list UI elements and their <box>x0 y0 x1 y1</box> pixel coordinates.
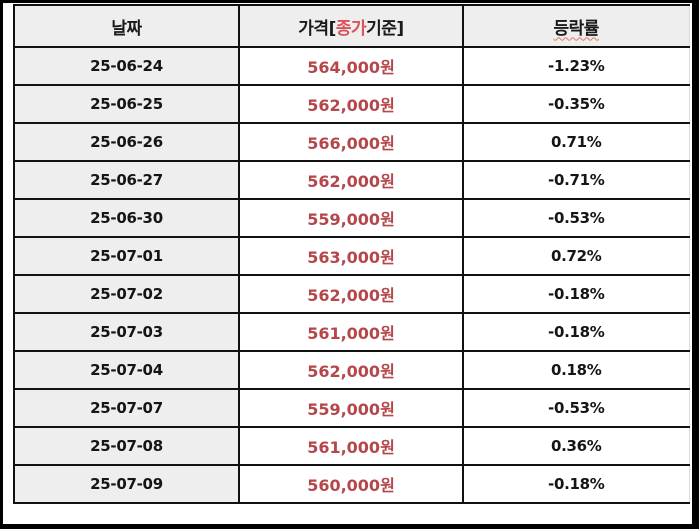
price-cell: 560,000원 <box>238 464 464 504</box>
rate-cell: 0.18% <box>462 350 690 390</box>
rate-cell: -0.53% <box>462 388 690 428</box>
price-cell: 559,000원 <box>238 198 464 238</box>
header-price-prefix: 가격[ <box>298 18 336 39</box>
rate-cell: -1.23% <box>462 46 690 86</box>
table-row: 25-07-07 559,000원 -0.53% <box>13 388 690 428</box>
date-cell: 25-07-01 <box>13 236 240 276</box>
date-cell: 25-06-25 <box>13 84 240 124</box>
table-row: 25-07-04 562,000원 0.18% <box>13 350 690 390</box>
date-cell: 25-06-30 <box>13 198 240 238</box>
rate-cell: 0.72% <box>462 236 690 276</box>
table-row: 25-07-01 563,000원 0.72% <box>13 236 690 276</box>
price-cell: 561,000원 <box>238 426 464 466</box>
price-cell: 562,000원 <box>238 84 464 124</box>
table-row: 25-07-09 560,000원 -0.18% <box>13 464 690 504</box>
header-rate: 등락률 <box>462 4 690 48</box>
table-header-row: 날짜 가격[종가기준] 등락률 <box>13 4 690 48</box>
table-row: 25-07-03 561,000원 -0.18% <box>13 312 690 352</box>
date-cell: 25-07-09 <box>13 464 240 504</box>
price-cell: 566,000원 <box>238 122 464 162</box>
rate-cell: -0.71% <box>462 160 690 200</box>
header-date: 날짜 <box>13 4 240 48</box>
date-cell: 25-07-07 <box>13 388 240 428</box>
rate-cell: -0.18% <box>462 274 690 314</box>
table-row: 25-07-08 561,000원 0.36% <box>13 426 690 466</box>
price-cell: 562,000원 <box>238 160 464 200</box>
price-cell: 564,000원 <box>238 46 464 86</box>
table-row: 25-06-24 564,000원 -1.23% <box>13 46 690 86</box>
table-row: 25-06-27 562,000원 -0.71% <box>13 160 690 200</box>
rate-cell: 0.71% <box>462 122 690 162</box>
table-row: 25-06-26 566,000원 0.71% <box>13 122 690 162</box>
price-cell: 562,000원 <box>238 274 464 314</box>
date-cell: 25-06-26 <box>13 122 240 162</box>
table-row: 25-07-02 562,000원 -0.18% <box>13 274 690 314</box>
table-body: 25-06-24 564,000원 -1.23% 25-06-25 562,000원 -… <box>13 46 690 504</box>
rate-cell: -0.18% <box>462 312 690 352</box>
stock-price-table: 날짜 가격[종가기준] 등락률 25-06-24 564,000원 -1.23% 2… <box>13 4 690 504</box>
price-cell: 562,000원 <box>238 350 464 390</box>
date-cell: 25-06-24 <box>13 46 240 86</box>
rate-cell: -0.35% <box>462 84 690 124</box>
price-cell: 561,000원 <box>238 312 464 352</box>
rate-cell: -0.53% <box>462 198 690 238</box>
header-price-suffix: 기준] <box>366 18 404 39</box>
date-cell: 25-06-27 <box>13 160 240 200</box>
rate-cell: 0.36% <box>462 426 690 466</box>
header-price-highlight: 종가 <box>335 18 367 39</box>
date-cell: 25-07-02 <box>13 274 240 314</box>
header-price: 가격[종가기준] <box>238 4 464 48</box>
price-cell: 559,000원 <box>238 388 464 428</box>
price-cell: 563,000원 <box>238 236 464 276</box>
date-cell: 25-07-08 <box>13 426 240 466</box>
date-cell: 25-07-04 <box>13 350 240 390</box>
document-canvas: 날짜 가격[종가기준] 등락률 25-06-24 564,000원 -1.23% 2… <box>3 3 692 524</box>
header-rate-label: 등락률 <box>553 18 600 39</box>
rate-cell: -0.18% <box>462 464 690 504</box>
table-row: 25-06-25 562,000원 -0.35% <box>13 84 690 124</box>
date-cell: 25-07-03 <box>13 312 240 352</box>
table-row: 25-06-30 559,000원 -0.53% <box>13 198 690 238</box>
